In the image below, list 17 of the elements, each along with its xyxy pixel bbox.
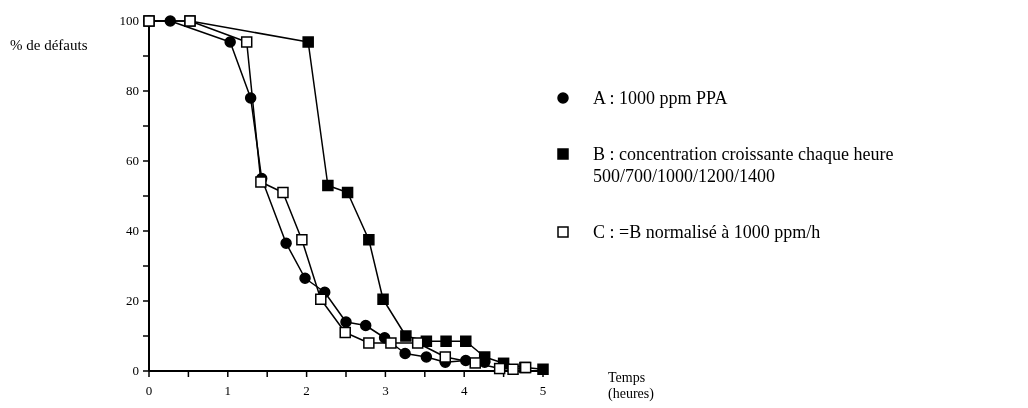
x-tick-label: 3 (382, 383, 389, 398)
x-tick-label: 2 (303, 383, 310, 398)
x-axis-title: Temps (heures) (608, 370, 655, 402)
x-tick-label: 1 (224, 383, 232, 398)
legend-label: C : =B normalisé à 1000 ppm/h (593, 222, 821, 242)
y-tick-label: 40 (126, 223, 139, 238)
x-tick-label: 0 (145, 383, 153, 398)
y-tick-label: 0 (132, 363, 139, 378)
x-tick-label: 4 (460, 383, 468, 398)
y-axis-title: % de défauts (10, 37, 88, 53)
x-tick-label: 5 (539, 383, 547, 398)
legend-label: B : concentration croissante chaque heure 500/700/1000/1200/1400 (593, 144, 894, 186)
y-tick-label: 80 (126, 83, 139, 98)
y-tick-label: 100 (119, 13, 139, 28)
legend-label: A : 1000 ppm PPA (593, 88, 728, 108)
y-tick-label: 60 (126, 153, 139, 168)
y-tick-label: 20 (126, 293, 139, 308)
